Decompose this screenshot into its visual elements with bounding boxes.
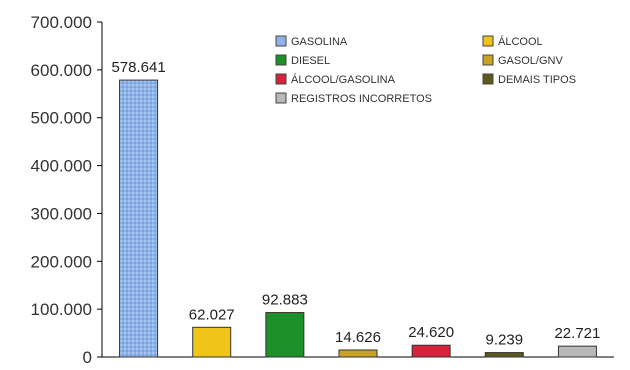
bar xyxy=(192,326,232,358)
bar-value-label: 24.620 xyxy=(408,324,454,341)
bar xyxy=(484,352,524,358)
bar xyxy=(338,349,378,358)
bar-value-label: 9.239 xyxy=(486,332,524,349)
legend-label: GASOLINA xyxy=(291,36,348,48)
bar xyxy=(119,79,159,358)
bar-value-label: 62.027 xyxy=(189,306,235,323)
y-axis: 0 100.000 200.000 300.000 400.000 500.000 600.… xyxy=(31,13,103,367)
bar xyxy=(265,312,305,358)
legend-swatch xyxy=(275,73,287,85)
legend-label: DEMAIS TIPOS xyxy=(498,74,576,86)
bar-value-label: 92.883 xyxy=(262,292,308,309)
legend-swatch xyxy=(482,54,494,66)
legend-swatch xyxy=(275,35,287,47)
y-tick-label: 700.000 xyxy=(31,13,92,32)
bar-value-label: 14.626 xyxy=(335,329,381,346)
legend-swatch xyxy=(482,35,494,47)
y-tick-label: 400.000 xyxy=(31,157,92,176)
bar-value-label: 22.721 xyxy=(554,325,600,342)
legend-label: ÁLCOOL xyxy=(498,35,543,48)
legend-label: ÁLCOOL/GASOLINA xyxy=(291,73,396,86)
value-labels: 578.641 62.027 92.883 14.626 24.620 9.239 22.7… xyxy=(111,59,600,348)
legend-swatch xyxy=(275,54,287,66)
legend-label: REGISTROS INCORRETOS xyxy=(291,93,432,105)
legend-swatch xyxy=(275,92,287,104)
y-tick-label: 500.000 xyxy=(31,109,92,128)
bar xyxy=(557,345,597,358)
legend-label: DIESEL xyxy=(291,55,330,67)
y-tick-label: 0 xyxy=(83,348,92,365)
legend-swatch xyxy=(482,73,494,85)
bar xyxy=(411,344,451,358)
y-tick-label: 300.000 xyxy=(31,204,92,223)
y-tick-label: 200.000 xyxy=(31,252,92,271)
legend-label: GASOL/GNV xyxy=(498,55,563,67)
bars xyxy=(119,79,597,358)
y-tick-label: 100.000 xyxy=(31,300,92,319)
bar-value-label: 578.641 xyxy=(111,59,165,76)
y-tick-label: 600.000 xyxy=(31,61,92,80)
legend: GASOLINA ÁLCOOL DIESEL GASOL/GNV ÁLCOOL/GASO… xyxy=(275,35,576,105)
